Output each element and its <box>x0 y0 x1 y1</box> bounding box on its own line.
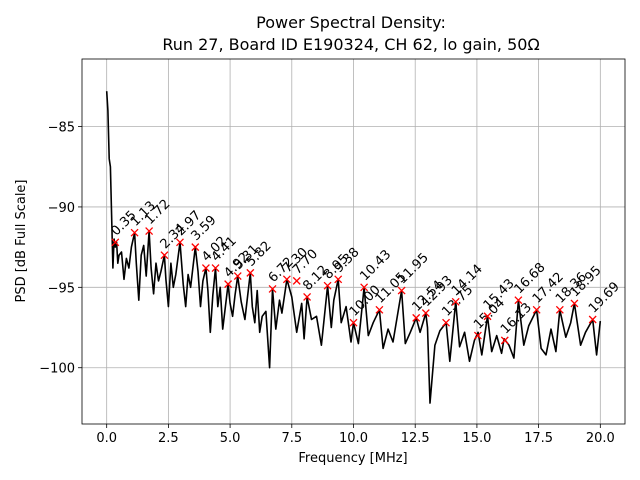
peak-marker <box>145 227 154 236</box>
peak-marker <box>555 305 564 314</box>
peak-marker <box>303 293 312 301</box>
x-tick-label: 17.5 <box>524 431 553 446</box>
peak-marker <box>412 313 421 322</box>
y-tick-label: −95 <box>48 281 75 296</box>
x-tick-label: 15.0 <box>462 431 491 446</box>
peak-marker <box>191 243 200 252</box>
x-tick-label: 20.0 <box>586 431 615 446</box>
peak-marker <box>292 276 301 285</box>
peak-marker <box>473 331 482 340</box>
axis-ticks: 0.0 2.5 5.0 7.5 10.0 12.5 15.0 17.5 20.0 −100 −95 −… <box>39 121 615 446</box>
peak-marker <box>421 309 430 318</box>
peak-marker <box>570 299 579 308</box>
peak-marker <box>532 305 541 314</box>
peak-marker <box>375 305 384 314</box>
peak-marker <box>588 315 597 324</box>
y-tick-label: −90 <box>48 201 75 216</box>
x-tick-label: 2.5 <box>158 431 179 446</box>
x-tick-label: 0.0 <box>96 431 117 446</box>
peak-marker <box>282 275 291 284</box>
peak-marker <box>500 336 509 345</box>
peak-marker <box>334 275 343 284</box>
x-tick-label: 7.5 <box>281 431 302 446</box>
peak-marker <box>442 318 451 327</box>
peak-marker <box>360 283 369 292</box>
series-layer <box>105 91 602 404</box>
peak-marker <box>111 238 120 247</box>
peak-marker <box>160 251 169 260</box>
y-axis-label: PSD [dB Full Scale] <box>14 179 29 302</box>
peak-marker <box>451 297 460 306</box>
peak-marker <box>323 281 332 290</box>
y-tick-label: −85 <box>48 121 75 136</box>
chart-subtitle: Run 27, Board ID E190324, CH 62, lo gain… <box>162 35 539 54</box>
peak-marker <box>201 264 210 272</box>
peak-marker <box>224 280 233 289</box>
peak-marker <box>176 238 184 247</box>
psd-series-line <box>105 91 602 404</box>
peak-marker <box>514 296 523 305</box>
x-tick-label: 12.5 <box>401 431 430 446</box>
y-tick-label: −100 <box>39 362 75 377</box>
x-tick-label: 10.0 <box>339 431 368 446</box>
chart-title: Power Spectral Density: <box>256 13 446 32</box>
peak-marker <box>483 312 492 321</box>
peak-marker <box>397 286 406 295</box>
peak-marker <box>233 272 242 281</box>
peak-marker <box>349 318 358 327</box>
x-axis-label: Frequency [MHz] <box>298 451 407 466</box>
peak-marker <box>130 228 139 237</box>
peak-marker <box>211 264 220 272</box>
peak-marker <box>268 284 277 293</box>
peak-marker <box>246 268 255 277</box>
x-tick-label: 5.0 <box>220 431 241 446</box>
